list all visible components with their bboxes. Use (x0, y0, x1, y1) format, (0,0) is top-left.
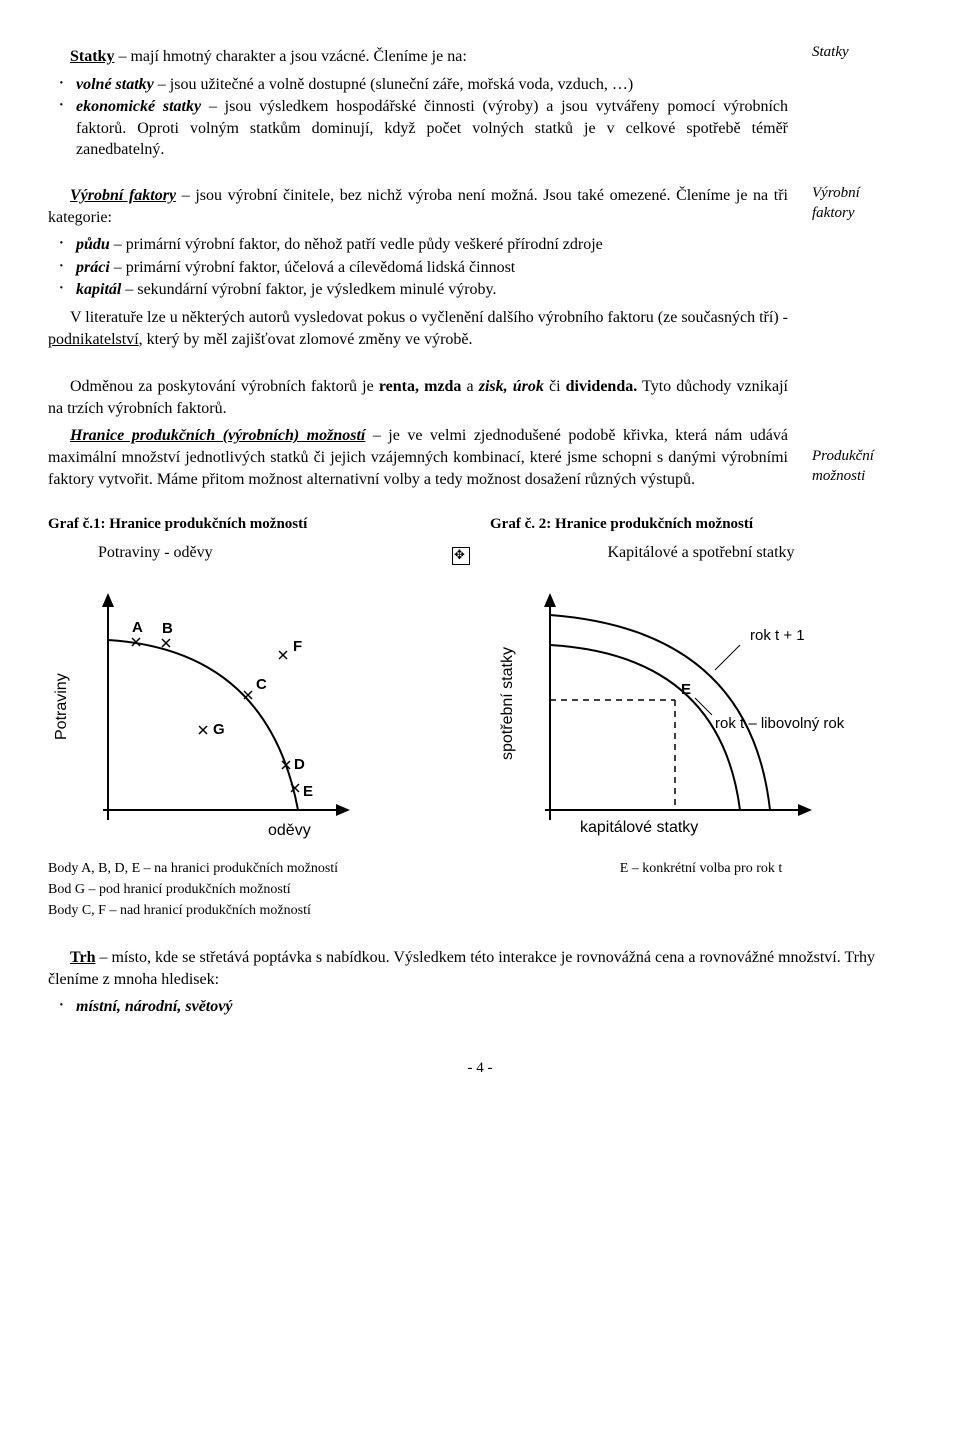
main-column: Statky – mají hmotný charakter a jsou vz… (48, 40, 788, 165)
list-item: půdu – primární výrobní faktor, do něhož… (76, 234, 788, 256)
volne-rest: – jsou užitečné a volně dostupné (sluneč… (154, 76, 633, 93)
vf-lit: V literatuře lze u některých autorů vysl… (48, 307, 788, 350)
trh-b1: místní, národní, světový (76, 998, 232, 1015)
caption-line: Body A, B, D, E – na hranici produkčních… (48, 858, 470, 879)
trh-para: Trh – místo, kde se střetává poptávka s … (48, 947, 912, 990)
svg-text:G: G (213, 721, 225, 738)
margin-text: Statky (812, 42, 912, 62)
list-item: práci – primární výrobní faktor, účelová… (76, 257, 788, 279)
caption-line: Body C, F – nad hranicí produkčních možn… (48, 900, 470, 921)
graph2-subtitle: Kapitálové a spotřební statky (490, 542, 912, 564)
section-statky: Statky – mají hmotný charakter a jsou vz… (48, 40, 912, 165)
section-vyrobni-faktory: Výrobní faktory – jsou výrobní činitele,… (48, 179, 912, 356)
statky-list: volné statky – jsou užitečné a volně dos… (48, 74, 788, 161)
main-column: Odměnou za poskytování výrobních faktorů… (48, 370, 788, 496)
trh-heading: Trh (70, 949, 95, 966)
margin-note: Produkční možnosti (812, 370, 912, 496)
section-hranice: Odměnou za poskytování výrobních faktorů… (48, 370, 912, 496)
hpm-para: Hranice produkčních (výrobních) možností… (48, 425, 788, 490)
svg-text:F: F (293, 638, 302, 655)
trh-list: místní, národní, světový (48, 996, 912, 1018)
svg-text:B: B (162, 620, 173, 637)
statky-rest: – mají hmotný charakter a jsou vzácné. Č… (114, 48, 466, 65)
page-footer: - 4 - (48, 1058, 912, 1078)
margin-text: Výrobní (812, 183, 912, 203)
praci-bold: práci (76, 259, 110, 276)
trh-rest: – místo, kde se střetává poptávka s nabí… (48, 949, 875, 988)
hpm-heading: Hranice produkčních (výrobních) možností (70, 427, 365, 444)
caption-line: Bod G – pod hranicí produkčních možností (48, 879, 470, 900)
graph1-xlabel: oděvy (268, 822, 311, 839)
t: či (544, 378, 566, 395)
graph1-title: Graf č.1: Hranice produkčních možností (48, 514, 470, 534)
list-item: kapitál – sekundární výrobní faktor, je … (76, 279, 788, 301)
graph1-ylabel: Potraviny (53, 673, 70, 740)
list-item: volné statky – jsou užitečné a volně dos… (76, 74, 788, 96)
vf-list: půdu – primární výrobní faktor, do něhož… (48, 234, 788, 301)
svg-text:E: E (681, 681, 691, 698)
t: zisk, úrok (479, 378, 544, 395)
svg-text:rok t – libovolný rok: rok t – libovolný rok (715, 715, 845, 732)
lit2: , který by měl zajišťovat zlomové změny … (139, 331, 473, 348)
graph1-captions: Body A, B, D, E – na hranici produkčních… (48, 858, 470, 921)
volne-bold: volné statky (76, 76, 154, 93)
kapital-rest: – sekundární výrobní faktor, je výsledke… (121, 281, 496, 298)
graph2-svg: E rok t + 1 rok t – libovolný rok spotře… (490, 570, 860, 850)
vf-heading: Výrobní faktory (70, 187, 176, 204)
graph2-note: E – konkrétní volba pro rok t (490, 858, 912, 879)
graph-2: Graf č. 2: Hranice produkčních možností … (490, 514, 912, 921)
t: dividenda. (566, 378, 638, 395)
svg-text:spotřební statky: spotřební statky (499, 647, 516, 760)
svg-text:rok t + 1: rok t + 1 (750, 627, 805, 644)
lit1: V literatuře lze u některých autorů vysl… (70, 309, 788, 326)
kapital-bold: kapitál (76, 281, 121, 298)
margin-note: Výrobní faktory (812, 179, 912, 356)
graphs-row: Graf č.1: Hranice produkčních možností P… (48, 514, 912, 921)
main-column: Výrobní faktory – jsou výrobní činitele,… (48, 179, 788, 356)
ekon-bold: ekonomické statky (76, 98, 201, 115)
svg-text:A: A (132, 619, 143, 636)
svg-text:D: D (294, 756, 305, 773)
t: renta, mzda (379, 378, 462, 395)
move-icon (452, 547, 470, 565)
graph-1: Graf č.1: Hranice produkčních možností P… (48, 514, 470, 921)
margin-note: Statky (812, 40, 912, 165)
praci-rest: – primární výrobní faktor, účelová a cíl… (110, 259, 515, 276)
svg-text:kapitálové statky: kapitálové statky (580, 819, 698, 836)
statky-heading: Statky (70, 48, 114, 65)
margin-text: Produkční (812, 446, 912, 466)
graph1-subtitle: Potraviny - oděvy (48, 542, 213, 564)
t: a (461, 378, 478, 395)
graph1-svg: A B C DE F G Potraviny oděvy (48, 570, 378, 850)
graph2-title: Graf č. 2: Hranice produkčních možností (490, 514, 912, 534)
pudu-rest: – primární výrobní faktor, do něhož patř… (110, 236, 603, 253)
svg-text:E: E (303, 783, 313, 800)
list-item: místní, národní, světový (76, 996, 912, 1018)
statky-intro: Statky – mají hmotný charakter a jsou vz… (48, 46, 788, 68)
list-item: ekonomické statky – jsou výsledkem hospo… (76, 96, 788, 161)
svg-text:C: C (256, 676, 267, 693)
margin-text: možnosti (812, 466, 912, 486)
odmena-para: Odměnou za poskytování výrobních faktorů… (48, 376, 788, 419)
margin-text: faktory (812, 203, 912, 223)
lit-under: podnikatelství (48, 331, 139, 348)
vf-intro: Výrobní faktory – jsou výrobní činitele,… (48, 185, 788, 228)
pudu-bold: půdu (76, 236, 110, 253)
t: Odměnou za poskytování výrobních faktorů… (70, 378, 379, 395)
